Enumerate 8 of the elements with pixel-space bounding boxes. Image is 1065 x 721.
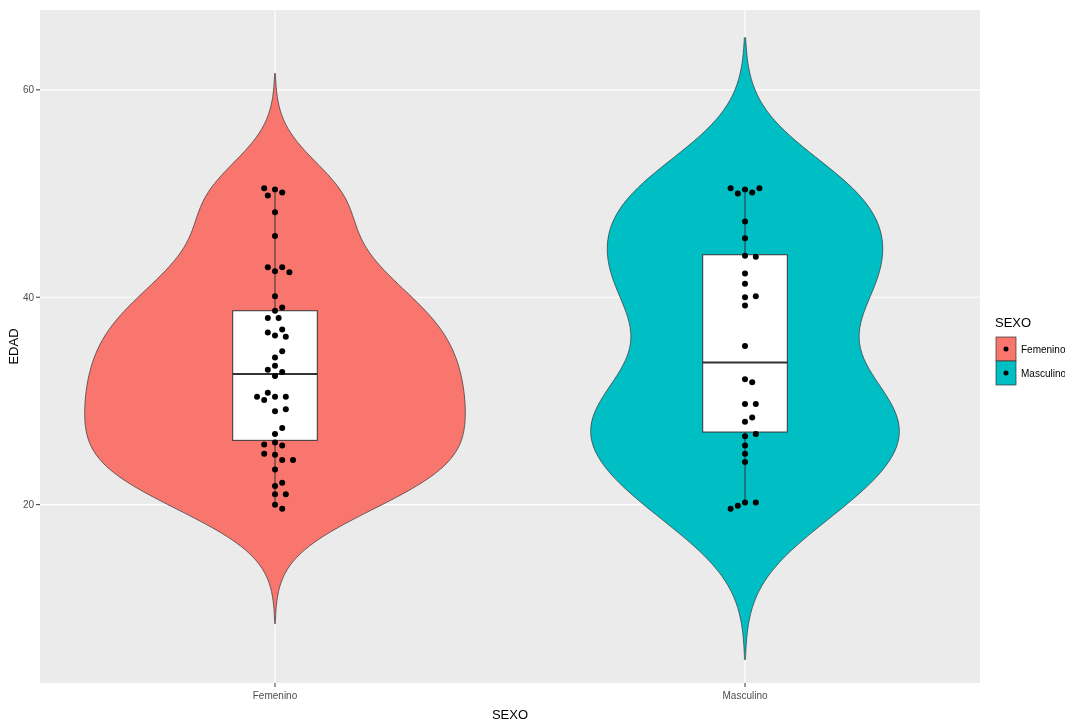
y-tick-label: 60 — [22, 84, 35, 96]
text: Masculino — [1021, 367, 1065, 379]
y-axis-title: EDAD — [6, 328, 21, 365]
legend-title: SEXO — [995, 315, 1032, 330]
y-tick-label: 20 — [22, 499, 35, 511]
y-tick-label: 40 — [22, 291, 35, 303]
text: Femenino — [1021, 343, 1065, 355]
x-axis-title: SEXO — [491, 707, 529, 721]
